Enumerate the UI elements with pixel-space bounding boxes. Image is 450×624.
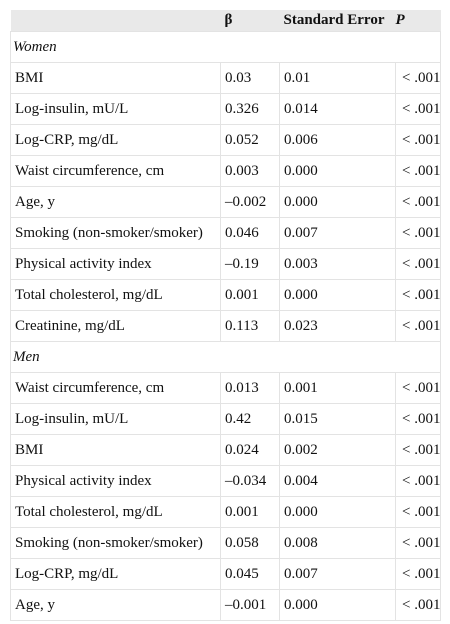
beta-cell: 0.42 xyxy=(220,403,280,435)
table-row: BMI 0.024 0.002 < .001 xyxy=(10,434,441,466)
p-value-cell: < .001 xyxy=(395,62,441,94)
table-row: Waist circumference, cm 0.013 0.001 < .001 xyxy=(10,372,441,404)
header-row: β Standard Error P xyxy=(10,10,441,32)
table-row: Total cholesterol, mg/dL 0.001 0.000 < .001 xyxy=(10,279,441,311)
p-value-cell: < .001 xyxy=(395,403,441,435)
variable-cell: Total cholesterol, mg/dL xyxy=(10,496,221,528)
standard-error-cell: 0.000 xyxy=(279,589,396,621)
p-value-cell: < .001 xyxy=(395,496,441,528)
variable-cell: Smoking (non-smoker/smoker) xyxy=(10,527,221,559)
table-row: Physical activity index –0.19 0.003 < .001 xyxy=(10,248,441,280)
section-row: Women xyxy=(10,31,441,63)
p-value-cell: < .001 xyxy=(395,558,441,590)
table-row: Age, y –0.001 0.000 < .001 xyxy=(10,589,441,621)
standard-error-cell: 0.008 xyxy=(279,527,396,559)
p-value-cell: < .001 xyxy=(395,217,441,249)
variable-cell: Physical activity index xyxy=(10,248,221,280)
beta-cell: –0.002 xyxy=(220,186,280,218)
p-value-cell: < .001 xyxy=(395,372,441,404)
variable-cell: Log-CRP, mg/dL xyxy=(10,558,221,590)
standard-error-cell: 0.004 xyxy=(279,465,396,497)
variable-cell: Log-insulin, mU/L xyxy=(10,93,221,125)
beta-cell: 0.001 xyxy=(220,496,280,528)
variable-cell: Log-CRP, mg/dL xyxy=(10,124,221,156)
table-row: BMI 0.03 0.01 < .001 xyxy=(10,62,441,94)
standard-error-cell: 0.006 xyxy=(279,124,396,156)
table-row: Waist circumference, cm 0.003 0.000 < .001 xyxy=(10,155,441,187)
header-label xyxy=(10,10,221,32)
variable-cell: Age, y xyxy=(10,589,221,621)
section-row: Men xyxy=(10,341,441,373)
table-row: Smoking (non-smoker/smoker) 0.058 0.008 < .… xyxy=(10,527,441,559)
section-title: Women xyxy=(10,31,441,63)
beta-cell: –0.001 xyxy=(220,589,280,621)
p-value-cell: < .001 xyxy=(395,93,441,125)
p-value-cell: < .001 xyxy=(395,465,441,497)
beta-cell: 0.024 xyxy=(220,434,280,466)
header-beta: β xyxy=(220,10,280,32)
standard-error-cell: 0.000 xyxy=(279,186,396,218)
p-value-cell: < .001 xyxy=(395,279,441,311)
table-row: Log-insulin, mU/L 0.42 0.015 < .001 xyxy=(10,403,441,435)
table-row: Log-CRP, mg/dL 0.045 0.007 < .001 xyxy=(10,558,441,590)
beta-cell: 0.058 xyxy=(220,527,280,559)
standard-error-cell: 0.01 xyxy=(279,62,396,94)
beta-cell: 0.045 xyxy=(220,558,280,590)
table-row: Log-CRP, mg/dL 0.052 0.006 < .001 xyxy=(10,124,441,156)
beta-cell: –0.19 xyxy=(220,248,280,280)
beta-cell: 0.326 xyxy=(220,93,280,125)
variable-cell: Age, y xyxy=(10,186,221,218)
standard-error-cell: 0.007 xyxy=(279,217,396,249)
standard-error-cell: 0.002 xyxy=(279,434,396,466)
variable-cell: Waist circumference, cm xyxy=(10,155,221,187)
standard-error-cell: 0.007 xyxy=(279,558,396,590)
variable-cell: Waist circumference, cm xyxy=(10,372,221,404)
variable-cell: Smoking (non-smoker/smoker) xyxy=(10,217,221,249)
table-row: Log-insulin, mU/L 0.326 0.014 < .001 xyxy=(10,93,441,125)
standard-error-cell: 0.001 xyxy=(279,372,396,404)
beta-cell: 0.013 xyxy=(220,372,280,404)
standard-error-cell: 0.023 xyxy=(279,310,396,342)
beta-cell: 0.052 xyxy=(220,124,280,156)
p-value-cell: < .001 xyxy=(395,186,441,218)
header-standard-error: Standard Error xyxy=(279,10,396,32)
regression-table-container: β Standard Error P Women BMI 0.03 0.01 < .00… xyxy=(10,10,441,621)
section-title: Men xyxy=(10,341,441,373)
p-value-cell: < .001 xyxy=(395,434,441,466)
standard-error-cell: 0.000 xyxy=(279,496,396,528)
beta-cell: 0.003 xyxy=(220,155,280,187)
table-row: Total cholesterol, mg/dL 0.001 0.000 < .001 xyxy=(10,496,441,528)
p-value-cell: < .001 xyxy=(395,124,441,156)
beta-cell: –0.034 xyxy=(220,465,280,497)
standard-error-cell: 0.015 xyxy=(279,403,396,435)
p-value-cell: < .001 xyxy=(395,310,441,342)
table-row: Smoking (non-smoker/smoker) 0.046 0.007 < .… xyxy=(10,217,441,249)
variable-cell: Physical activity index xyxy=(10,465,221,497)
standard-error-cell: 0.003 xyxy=(279,248,396,280)
variable-cell: Total cholesterol, mg/dL xyxy=(10,279,221,311)
p-value-cell: < .001 xyxy=(395,248,441,280)
beta-cell: 0.046 xyxy=(220,217,280,249)
p-value-cell: < .001 xyxy=(395,155,441,187)
variable-cell: Log-insulin, mU/L xyxy=(10,403,221,435)
beta-cell: 0.03 xyxy=(220,62,280,94)
variable-cell: Creatinine, mg/dL xyxy=(10,310,221,342)
beta-cell: 0.001 xyxy=(220,279,280,311)
standard-error-cell: 0.014 xyxy=(279,93,396,125)
table-row: Physical activity index –0.034 0.004 < .001 xyxy=(10,465,441,497)
variable-cell: BMI xyxy=(10,62,221,94)
p-value-cell: < .001 xyxy=(395,527,441,559)
p-value-cell: < .001 xyxy=(395,589,441,621)
standard-error-cell: 0.000 xyxy=(279,155,396,187)
standard-error-cell: 0.000 xyxy=(279,279,396,311)
beta-cell: 0.113 xyxy=(220,310,280,342)
variable-cell: BMI xyxy=(10,434,221,466)
header-p: P xyxy=(395,10,441,32)
table-row: Age, y –0.002 0.000 < .001 xyxy=(10,186,441,218)
table-body: Women BMI 0.03 0.01 < .001 Log-insulin, mU/L 0… xyxy=(10,31,441,621)
table-header: β Standard Error P xyxy=(10,10,441,32)
regression-table: β Standard Error P Women BMI 0.03 0.01 < .00… xyxy=(10,10,441,621)
table-row: Creatinine, mg/dL 0.113 0.023 < .001 xyxy=(10,310,441,342)
